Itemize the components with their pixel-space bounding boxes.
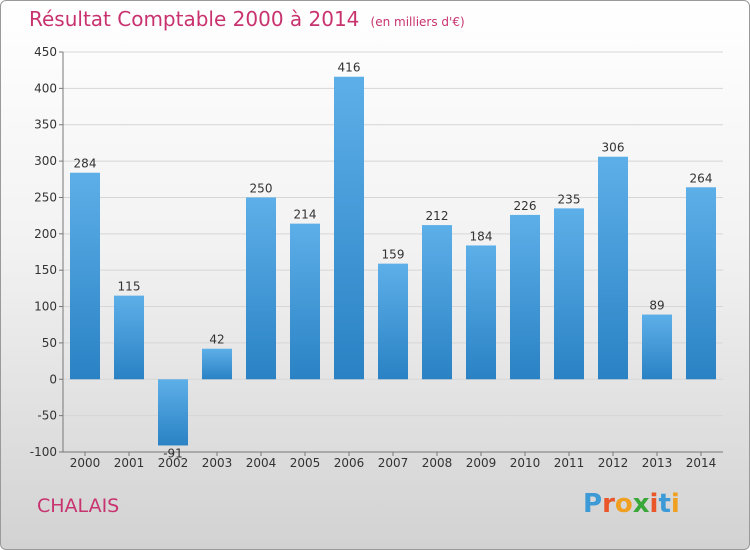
proxiti-logo[interactable]: Proxiti	[583, 489, 680, 519]
y-tick-label: -100	[30, 445, 57, 459]
x-tick-label: 2003	[202, 456, 233, 470]
x-tick-label: 2010	[510, 456, 541, 470]
y-tick-label: 350	[34, 118, 57, 132]
data-label: 235	[558, 192, 581, 206]
chart-title: Résultat Comptable 2000 à 2014	[29, 7, 360, 31]
x-tick-label: 2002	[158, 456, 189, 470]
y-tick-label: 100	[34, 300, 57, 314]
y-tick-label: 0	[49, 372, 57, 386]
data-label: 159	[382, 248, 405, 262]
data-label: 212	[426, 209, 449, 223]
x-tick-label: 2001	[114, 456, 145, 470]
x-tick-label: 2000	[70, 456, 101, 470]
bar	[378, 263, 408, 380]
data-label: 42	[209, 333, 224, 347]
data-label: 250	[250, 181, 273, 195]
chart-unit: (en milliers d'€)	[370, 15, 465, 29]
x-tick-label: 2007	[378, 456, 409, 470]
bar	[70, 172, 100, 380]
data-label: 184	[470, 229, 493, 243]
y-tick-label: 300	[34, 154, 57, 168]
bar	[598, 156, 628, 380]
bar	[202, 348, 232, 380]
bar	[422, 225, 452, 380]
y-tick-label: 150	[34, 263, 57, 277]
x-tick-label: 2009	[466, 456, 497, 470]
commune-name: CHALAIS	[37, 495, 120, 517]
y-tick-label: 50	[42, 336, 57, 350]
y-tick-label: 200	[34, 227, 57, 241]
x-tick-label: 2004	[246, 456, 277, 470]
data-label: 226	[514, 199, 537, 213]
data-label: 306	[602, 141, 625, 155]
y-tick-label: -50	[37, 409, 57, 423]
data-label: 416	[338, 61, 361, 75]
bar	[510, 214, 540, 380]
bar	[290, 223, 320, 380]
bar	[642, 314, 672, 380]
data-label: 115	[118, 280, 141, 294]
data-label: 264	[690, 171, 713, 185]
data-label: -91	[163, 446, 183, 460]
bar	[158, 379, 188, 446]
bar	[114, 295, 144, 380]
y-tick-label: 400	[34, 81, 57, 95]
bar	[334, 76, 364, 380]
x-tick-label: 2008	[422, 456, 453, 470]
x-tick-label: 2013	[642, 456, 673, 470]
x-tick-label: 2005	[290, 456, 321, 470]
x-tick-label: 2006	[334, 456, 365, 470]
bar	[686, 187, 716, 380]
x-tick-label: 2014	[686, 456, 717, 470]
x-tick-label: 2012	[598, 456, 629, 470]
bar	[466, 245, 496, 380]
bar	[554, 208, 584, 380]
data-label: 214	[294, 208, 317, 222]
y-tick-label: 250	[34, 190, 57, 204]
bar	[246, 197, 276, 380]
chart-title-block: Résultat Comptable 2000 à 2014 (en milli…	[29, 7, 465, 31]
data-label: 284	[74, 157, 97, 171]
data-label: 89	[649, 299, 664, 313]
x-tick-label: 2011	[554, 456, 585, 470]
y-tick-label: 450	[34, 45, 57, 59]
